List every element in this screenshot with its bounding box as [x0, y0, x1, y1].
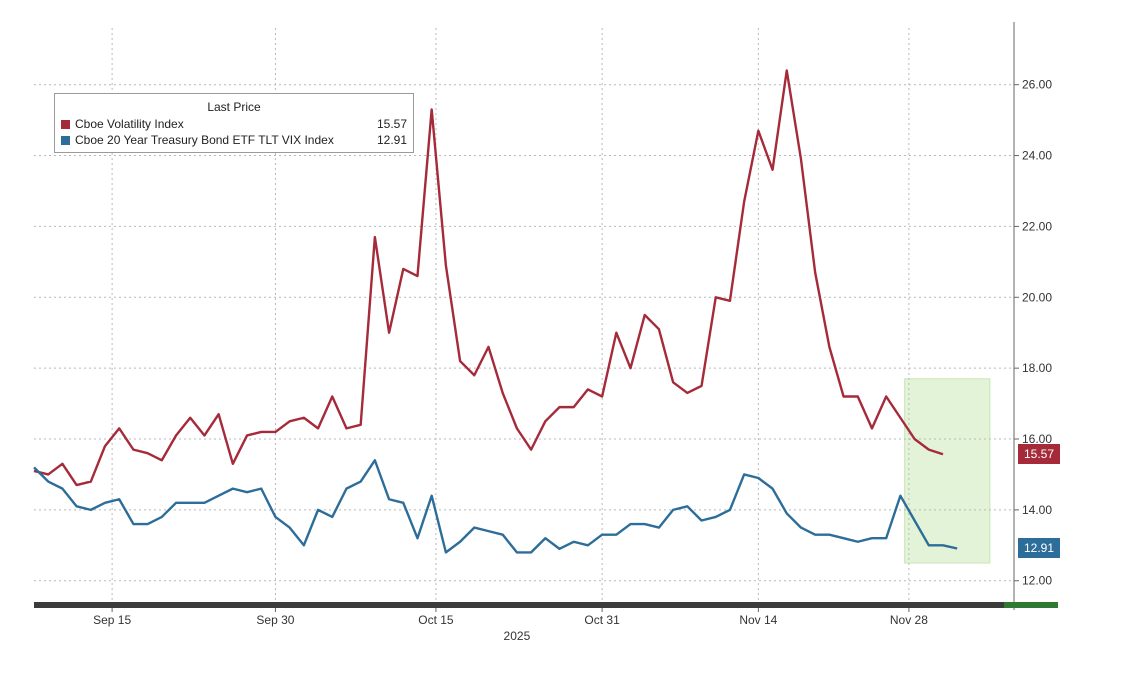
y-tick-label: 16.00: [1022, 432, 1052, 446]
x-axis-year-label: 2025: [504, 629, 531, 643]
legend-item-vix: Cboe Volatility Index 15.57: [61, 116, 407, 132]
y-tick-label: 24.00: [1022, 149, 1052, 163]
legend-label-tlt: Cboe 20 Year Treasury Bond ETF TLT VIX I…: [75, 133, 334, 147]
y-tick-label: 12.00: [1022, 574, 1052, 588]
x-tick-label: Sep 30: [256, 613, 294, 627]
x-tick-label: Oct 15: [418, 613, 454, 627]
series-line-vix: [33, 69, 944, 487]
x-tick-label: Oct 31: [584, 613, 620, 627]
x-tick-label: Sep 15: [93, 613, 131, 627]
last-value-tag-vix: 15.57: [1018, 444, 1060, 465]
legend-last-tlt: 12.91: [376, 133, 407, 147]
highlight-region-group: [904, 378, 991, 564]
x-tick-label: Nov 14: [739, 613, 777, 627]
legend-swatch-vix: [61, 119, 70, 129]
grid-lines: [34, 28, 1014, 602]
legend-swatch-tlt: [61, 135, 70, 145]
legend-label-vix: Cboe Volatility Index: [75, 117, 184, 131]
legend-title: Last Price: [207, 100, 261, 114]
legend-item-tlt: Cboe 20 Year Treasury Bond ETF TLT VIX I…: [61, 132, 407, 148]
y-tick-label: 14.00: [1022, 503, 1052, 517]
y-tick-label: 22.00: [1022, 219, 1052, 233]
y-tick-label: 26.00: [1022, 78, 1052, 92]
highlight-region: [904, 378, 991, 564]
x-axis-bar-end: [1004, 602, 1058, 608]
x-axis-bar: [34, 602, 1058, 608]
tick-labels: 12.00 14.00 16.00 18.00 20.00 22.00 24.00 26.00…: [93, 78, 1052, 643]
series-line-tlt: [33, 459, 958, 554]
axes: [34, 22, 1058, 612]
legend: Last Price Cboe Volatility Index 15.57 C…: [54, 93, 414, 153]
series-lines: [33, 69, 958, 554]
y-tick-label: 18.00: [1022, 361, 1052, 375]
y-tick-label: 20.00: [1022, 290, 1052, 304]
x-tick-label: Nov 28: [890, 613, 928, 627]
last-value-tag-tlt: 12.91: [1018, 538, 1060, 559]
legend-last-vix: 15.57: [376, 117, 407, 131]
